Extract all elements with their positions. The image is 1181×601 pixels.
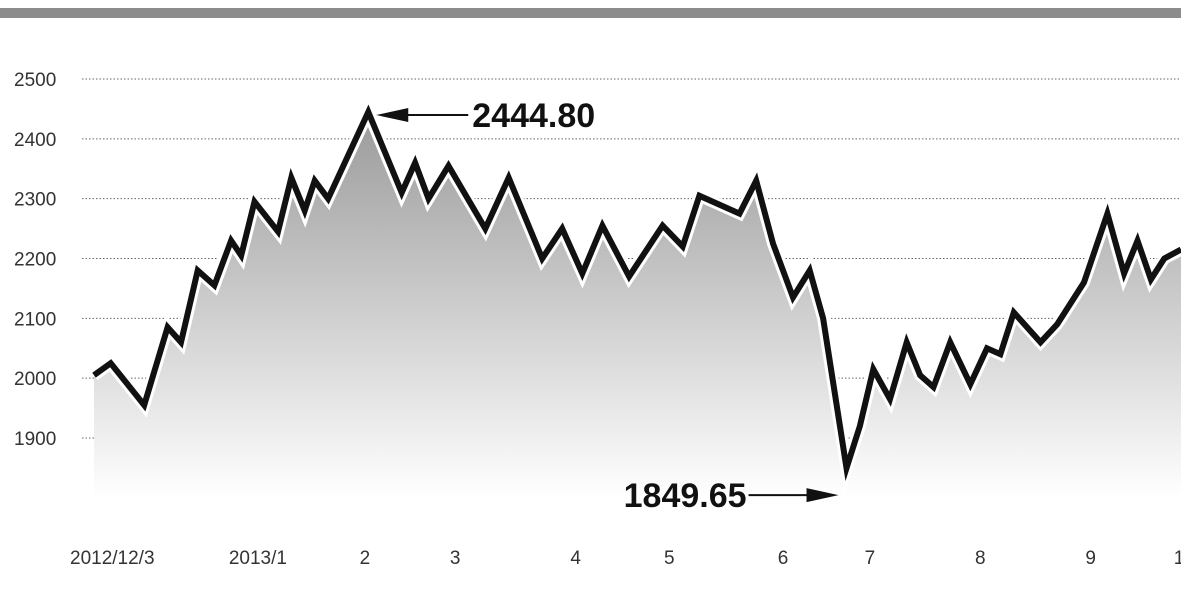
x-tick-label: 9 — [1085, 548, 1096, 569]
x-tick-label: 8 — [975, 548, 986, 569]
x-tick-label: 6 — [778, 548, 789, 569]
y-tick-label: 1900 — [14, 429, 56, 450]
high-value-label: 2444.80 — [472, 97, 595, 135]
x-tick-label: 3 — [450, 548, 461, 569]
x-tick-label: 2012/12/3 — [70, 548, 155, 569]
x-tick-label: 4 — [570, 548, 581, 569]
y-tick-label: 2200 — [14, 250, 56, 271]
x-tick-label: 2 — [360, 548, 371, 569]
y-tick-label: 2100 — [14, 309, 56, 330]
y-axis-ticks: 2500 2400 2300 2200 2100 2000 1900 — [14, 70, 56, 450]
high-arrow-head — [376, 108, 408, 122]
x-tick-label: 2013/1 — [229, 548, 287, 569]
y-tick-label: 2000 — [14, 369, 56, 390]
x-tick-label: 7 — [865, 548, 876, 569]
x-tick-label: 10 — [1174, 548, 1181, 569]
x-axis-ticks: 2012/12/3 2013/1 2 3 4 5 6 7 8 9 10 — [70, 548, 1181, 569]
x-tick-label: 5 — [664, 548, 675, 569]
area-fill — [94, 112, 1181, 498]
y-tick-label: 2500 — [14, 70, 56, 91]
low-value-label: 1849.65 — [624, 477, 747, 515]
y-tick-label: 2300 — [14, 190, 56, 211]
y-tick-label: 2400 — [14, 130, 56, 151]
